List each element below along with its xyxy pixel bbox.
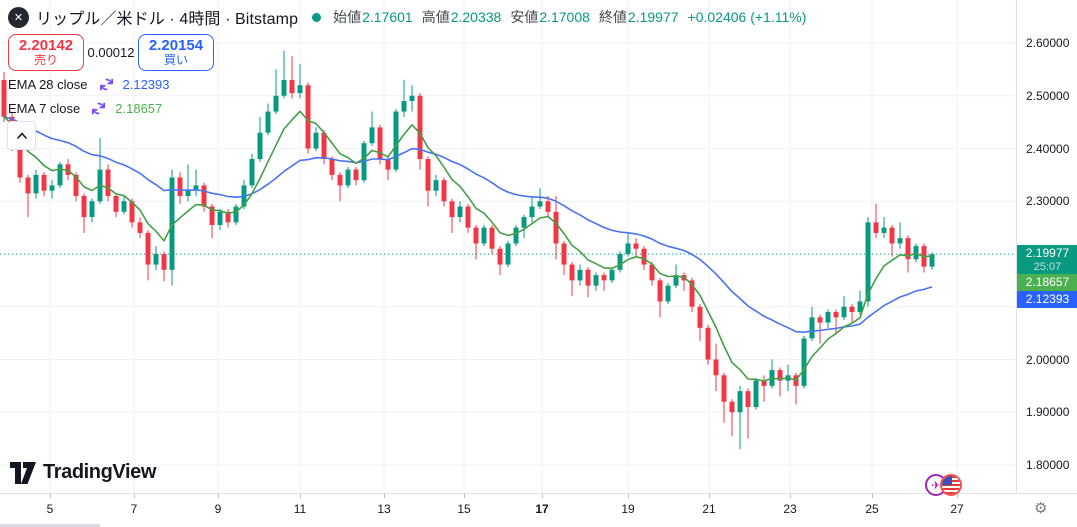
- time-axis-label: 13: [377, 502, 391, 516]
- candlestick-chart: [0, 0, 1016, 493]
- indicator-row-ema7[interactable]: EMA 7 close 2.18657: [8, 99, 162, 117]
- time-axis-label: 7: [130, 502, 138, 516]
- buy-button[interactable]: 2.20154 買い: [138, 34, 214, 71]
- scrollbar-stub: [0, 524, 100, 527]
- flag-canton: [942, 476, 952, 485]
- sell-label: 売り: [33, 53, 58, 68]
- time-axis-label: 5: [46, 502, 54, 516]
- time-axis-label: 21: [702, 502, 716, 516]
- high-value: 2.20338: [450, 9, 502, 25]
- close-value: 2.19977: [627, 9, 679, 25]
- collapse-legend-button[interactable]: [7, 121, 36, 150]
- time-axis-tick: [50, 494, 51, 498]
- price-axis-label: 2.60000: [1026, 36, 1070, 50]
- time-axis-label: 9: [214, 502, 222, 516]
- time-axis-tick: [134, 494, 135, 498]
- time-axis-tick: [384, 494, 385, 498]
- change-value: +0.02406 (+1.11%): [687, 9, 807, 25]
- sell-button[interactable]: 2.20142 売り: [8, 34, 84, 71]
- tradingview-mark-icon: [10, 461, 36, 484]
- time-axis-tick: [628, 494, 629, 498]
- time-axis-label: 25: [865, 502, 879, 516]
- open-label: 始値: [333, 9, 362, 25]
- bar-countdown: 25:07: [1033, 261, 1062, 273]
- time-axis-tick: [790, 494, 791, 498]
- price-axis[interactable]: 2.19977 25:07 2.18657 2.12393 2.60000 2.5…: [1016, 0, 1077, 493]
- sell-price: 2.20142: [18, 36, 74, 54]
- ema7-price-badge: 2.18657: [1017, 274, 1077, 291]
- tradingview-logo[interactable]: TradingView: [10, 461, 156, 484]
- time-axis-tick: [542, 494, 543, 498]
- xrp-logo-icon: ✕: [8, 6, 29, 28]
- price-axis-label: 1.90000: [1026, 405, 1070, 420]
- time-axis-tick: [300, 494, 301, 498]
- ema7-line: [3, 110, 933, 382]
- buy-label: 買い: [163, 53, 188, 68]
- time-axis-label: 17: [535, 502, 549, 516]
- ema7-label: EMA 7 close: [8, 100, 81, 116]
- low-value: 2.17008: [539, 9, 590, 25]
- market-status-dot-icon: [312, 12, 322, 22]
- current-price-value: 2.19977: [1025, 246, 1070, 260]
- time-axis-tick: [709, 494, 710, 498]
- time-axis-label: 19: [621, 502, 635, 516]
- high-label: 高値: [421, 9, 450, 25]
- current-price-badge: 2.19977 25:07: [1017, 245, 1077, 274]
- ema7-value: 2.18657: [115, 100, 163, 116]
- symbol-title[interactable]: リップル／米ドル · 4時間 · Bitstamp: [36, 11, 299, 28]
- close-label: 終値: [598, 9, 627, 25]
- ema28-line: [3, 116, 933, 334]
- price-axis-label: 2.30000: [1026, 194, 1070, 209]
- ema28-label: EMA 28 close: [8, 76, 88, 92]
- spread-value: 0.00012: [87, 45, 135, 60]
- ema28-value: 2.12393: [122, 76, 170, 92]
- price-axis-label: 2.40000: [1026, 141, 1070, 156]
- tradingview-wordmark: TradingView: [43, 461, 157, 483]
- price-axis-label: 1.80000: [1026, 458, 1070, 472]
- indicator-row-ema28[interactable]: EMA 28 close 2.12393: [8, 75, 170, 93]
- low-label: 安値: [510, 9, 539, 25]
- price-axis-label: 2.50000: [1026, 88, 1070, 103]
- chevron-up-icon: [16, 132, 27, 139]
- us-flag-event-icon[interactable]: [940, 474, 962, 496]
- sync-icon: [90, 100, 107, 117]
- time-axis-tick: [957, 494, 958, 498]
- chart-canvas[interactable]: [0, 0, 1016, 493]
- time-axis-label: 23: [783, 502, 797, 516]
- time-axis-label: 15: [457, 502, 471, 516]
- time-axis-tick: [464, 494, 465, 498]
- time-axis-label: 11: [293, 502, 307, 516]
- buy-price: 2.20154: [148, 36, 204, 54]
- symbol-legend: ✕ リップル／米ドル · 4時間 · Bitstamp 始値 2.17601 高値…: [8, 4, 806, 30]
- time-axis-tick: [218, 494, 219, 498]
- gear-icon[interactable]: ⚙: [1034, 500, 1048, 517]
- trade-panel: 2.20142 売り 0.00012 2.20154 買い: [8, 34, 214, 71]
- price-axis-label: 2.00000: [1026, 352, 1070, 367]
- ema28-price-badge: 2.12393: [1017, 291, 1077, 308]
- time-axis[interactable]: 5 7 9 11 13 15 17 19 21 23 25 27: [0, 493, 1077, 527]
- time-axis-tick: [872, 494, 873, 498]
- time-axis-label: 27: [950, 502, 964, 516]
- open-value: 2.17601: [362, 9, 413, 25]
- ohlc-values: 始値 2.17601 高値 2.20338 安値 2.17008 終値 2.19977 …: [333, 7, 806, 27]
- sync-icon: [98, 76, 115, 93]
